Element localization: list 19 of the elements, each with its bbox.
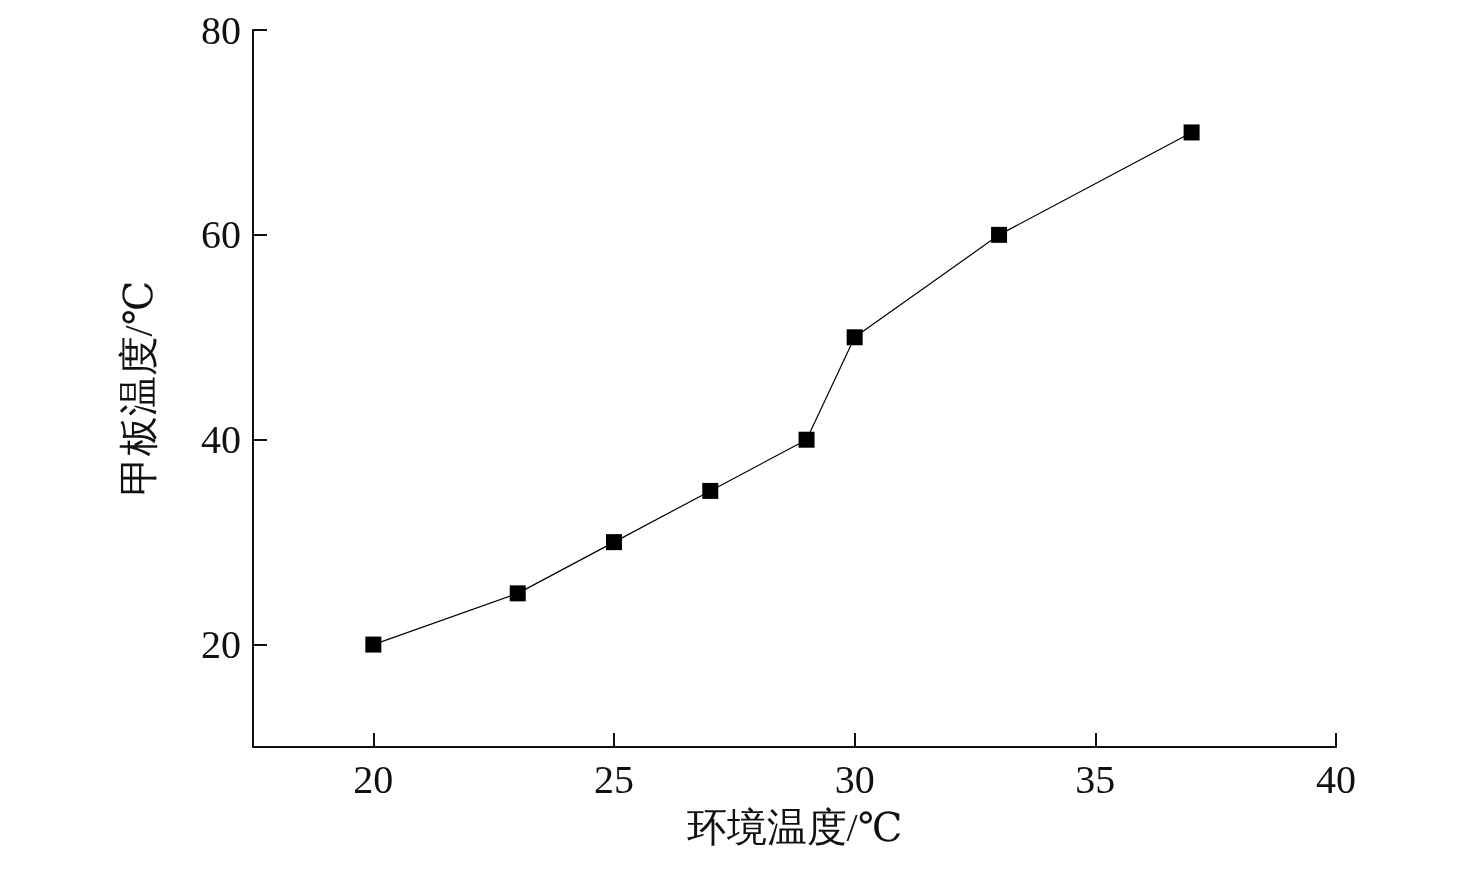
point [365,636,382,653]
x-tick-label: 30 [834,756,875,802]
point [509,585,526,602]
x-tick-label: 25 [594,756,634,802]
point [702,482,719,499]
y-axis-title: 甲板温度/℃ [115,280,161,497]
y-tick-label: 40 [201,417,241,463]
point [798,431,815,448]
point [846,329,863,346]
point [991,226,1008,243]
x-tick-label: 35 [1075,756,1116,802]
y-tick-label: 80 [201,7,241,53]
y-tick-label: 60 [201,212,241,258]
x-tick-label: 20 [353,756,394,802]
y-tick-label: 20 [201,622,241,668]
x-axis-title: 环境温度/℃ [686,804,903,850]
x-tick-label: 40 [1316,756,1356,802]
point [1183,124,1200,141]
point [606,534,622,551]
